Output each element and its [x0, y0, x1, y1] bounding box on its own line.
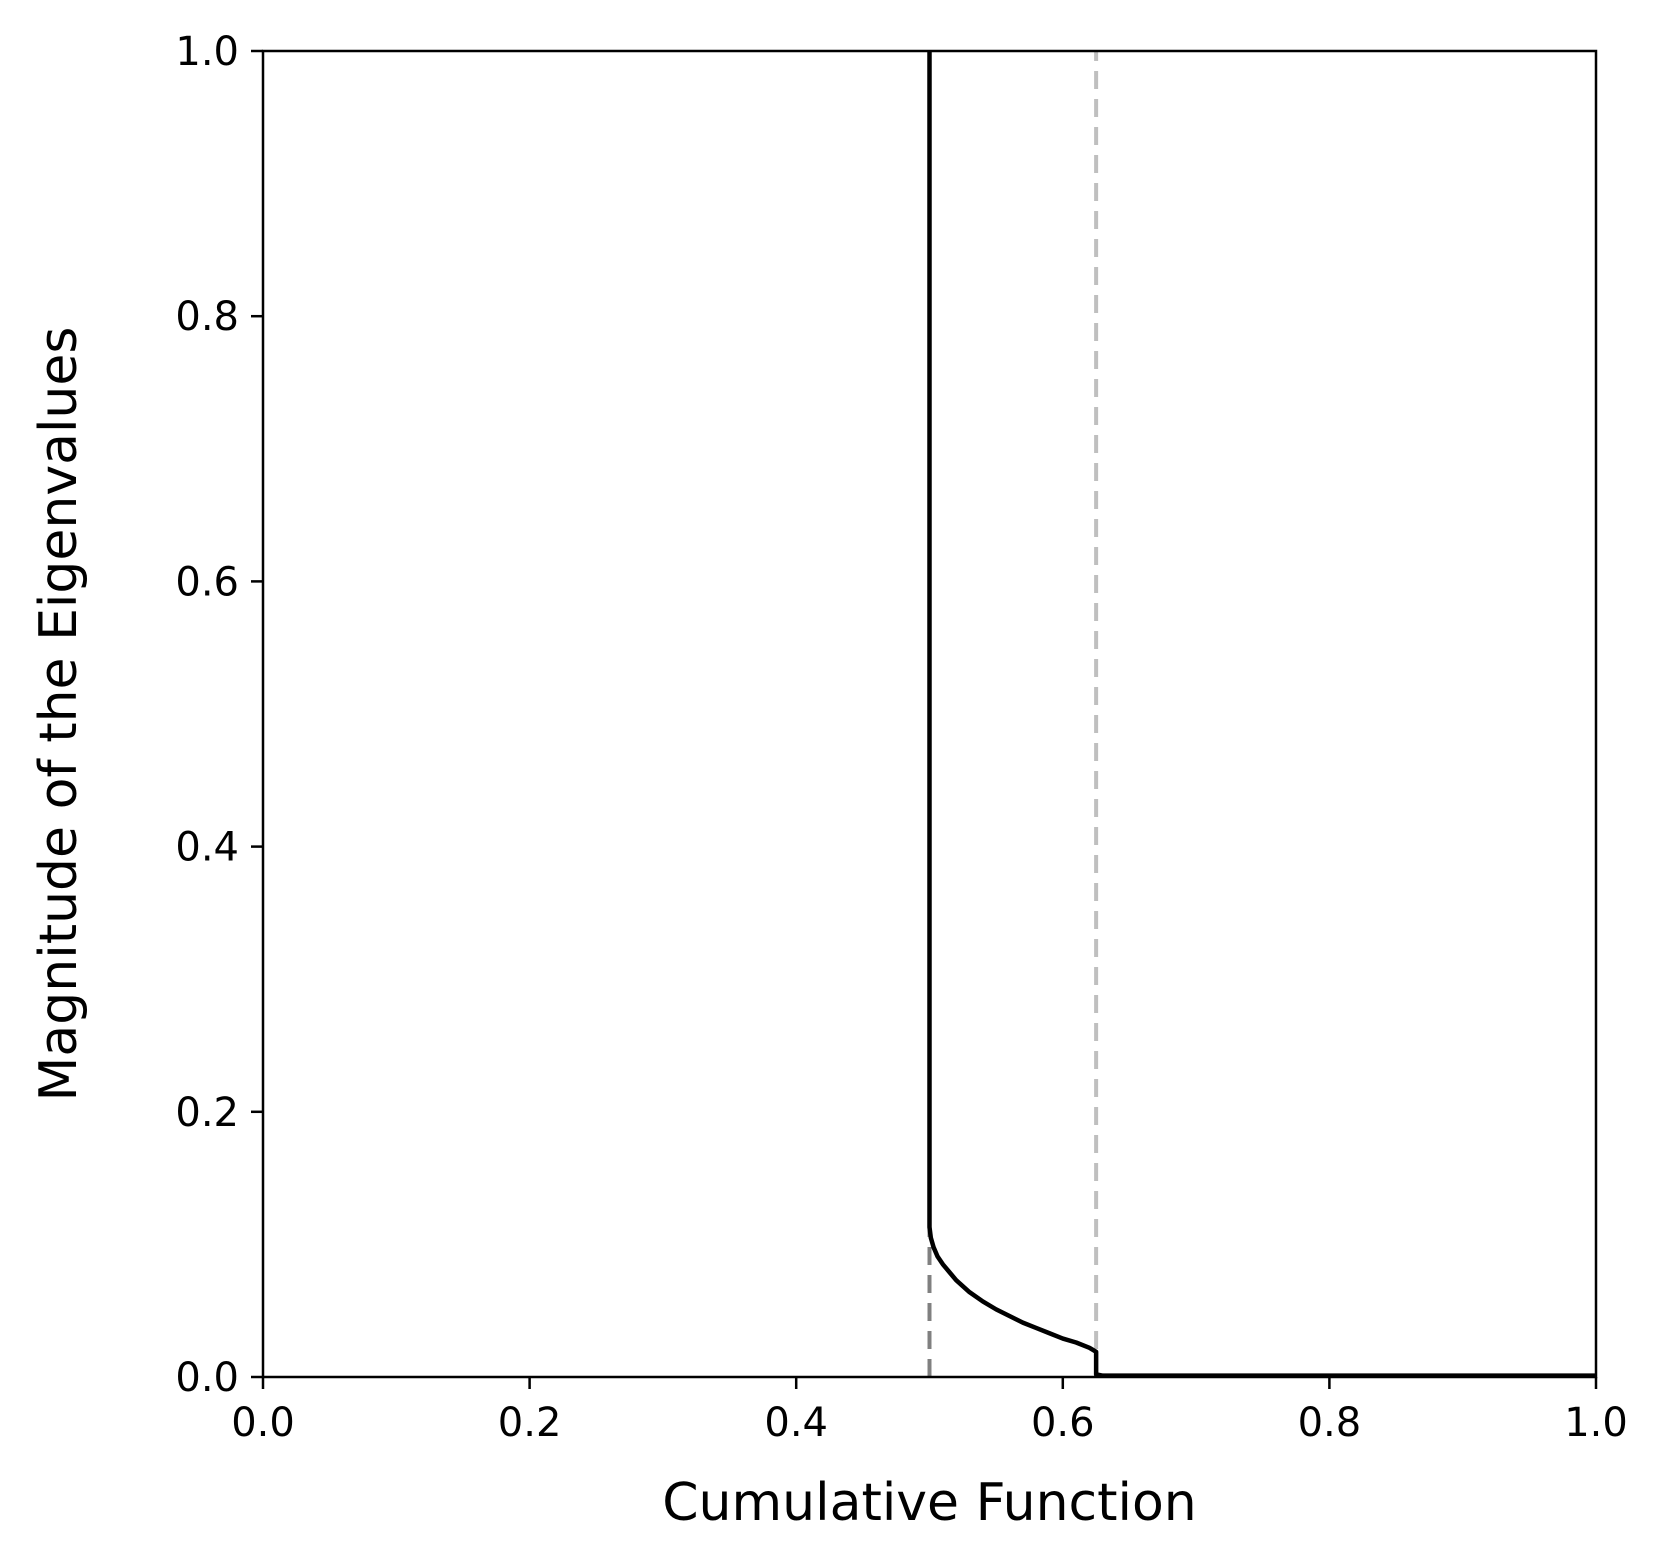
y-tick-label: 0.6 — [175, 559, 239, 605]
series-line-0 — [927, 51, 1596, 1378]
vertical-reference-lines — [927, 51, 1099, 1377]
x-tick-label: 0.8 — [1298, 1400, 1362, 1446]
x-tick-label: 0.0 — [231, 1400, 295, 1446]
x-tick-label: 0.4 — [764, 1400, 828, 1446]
y-tick-label: 0.4 — [175, 825, 239, 871]
x-tick-label: 0.2 — [498, 1400, 562, 1446]
y-tick-label: 0.8 — [175, 294, 239, 340]
y-tick-label: 0.0 — [175, 1355, 239, 1401]
y-axis-label: Magnitude of the Eigenvalues — [29, 327, 89, 1102]
x-axis-label: Cumulative Function — [662, 1473, 1197, 1533]
y-tick-label: 1.0 — [175, 29, 239, 75]
x-tick-label: 0.6 — [1031, 1400, 1095, 1446]
axes-frame — [261, 49, 1598, 1379]
series-lines — [927, 51, 1596, 1378]
x-tick-label: 1.0 — [1564, 1400, 1628, 1446]
y-axis-ticks: 0.0 0.2 0.4 0.6 0.8 1.0 — [175, 29, 263, 1401]
y-tick-label: 0.2 — [175, 1090, 239, 1136]
x-axis-ticks: 0.0 0.2 0.4 0.6 0.8 1.0 — [231, 1377, 1628, 1446]
